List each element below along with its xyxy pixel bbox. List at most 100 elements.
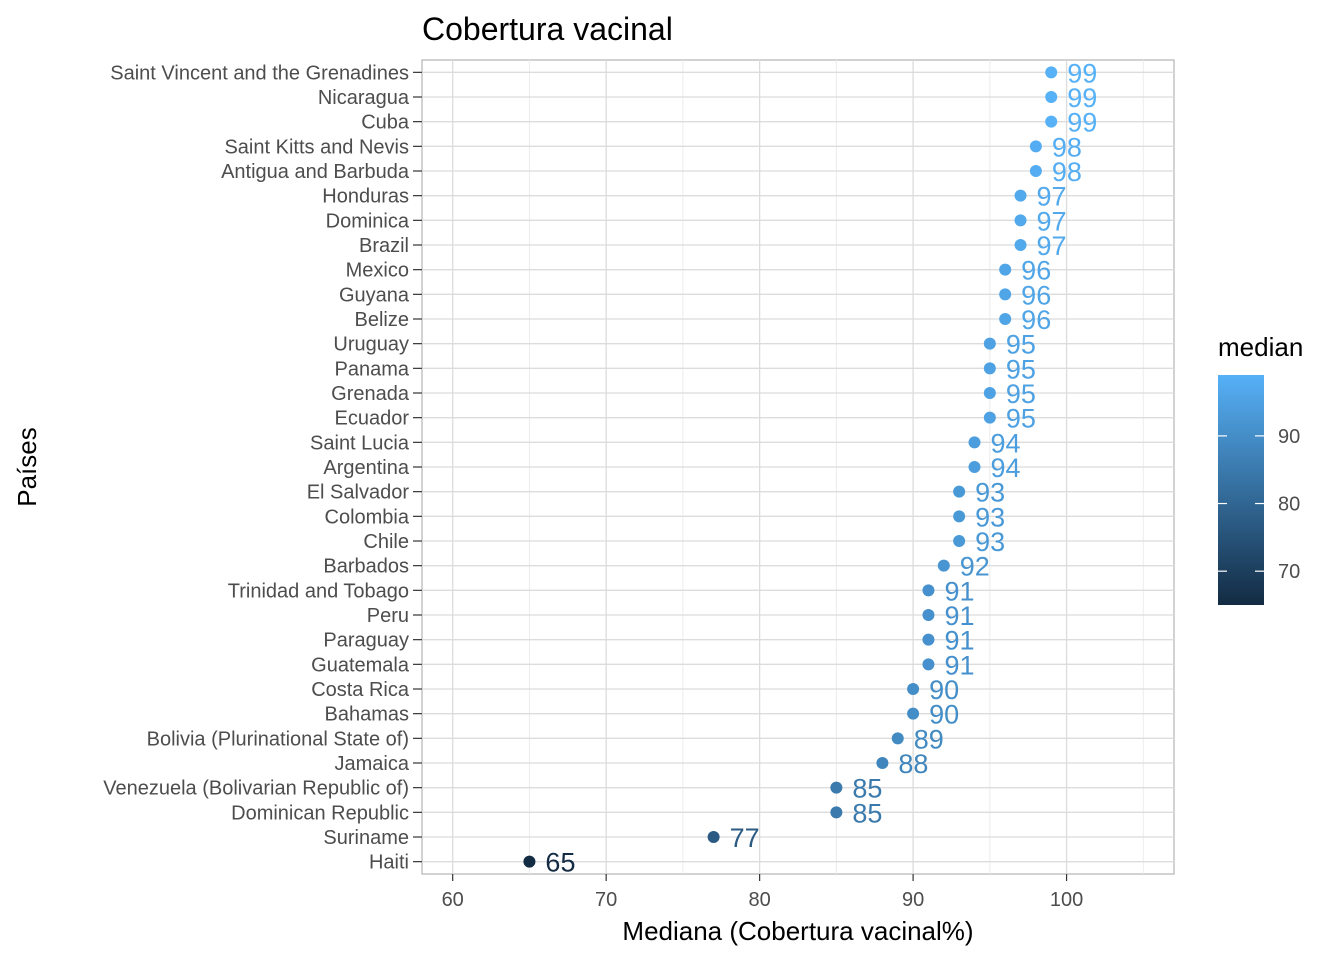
y-tick-label: Bahamas [325, 704, 410, 726]
data-label: 96 [1021, 280, 1051, 310]
y-tick-label: Honduras [322, 186, 409, 208]
data-point [907, 683, 920, 695]
data-label: 97 [1037, 182, 1067, 212]
grid-lines [422, 60, 1174, 874]
data-point [983, 387, 996, 399]
data-label: 91 [944, 626, 974, 656]
data-point [953, 535, 966, 547]
y-tick-label: Saint Vincent and the Grenadines [110, 62, 409, 84]
data-point [1014, 214, 1027, 227]
data-point [937, 559, 950, 572]
data-label: 89 [914, 724, 944, 754]
data-point [830, 806, 843, 819]
data-label: 98 [1052, 157, 1082, 187]
data-label: 91 [944, 650, 974, 680]
data-label: 85 [852, 798, 882, 828]
data-label: 93 [975, 478, 1005, 508]
x-tick-label: 60 [442, 889, 464, 911]
data-point [1045, 91, 1058, 103]
y-tick-label: Venezuela (Bolivarian Republic of) [103, 778, 409, 800]
data-label: 91 [944, 601, 974, 631]
x-tick-labels: 60 70 80 90 100 [442, 874, 1083, 911]
y-tick-label: Bolivia (Plurinational State of) [147, 728, 409, 750]
data-point [922, 633, 935, 646]
data-point [1029, 165, 1042, 177]
y-tick-label: Jamaica [335, 753, 410, 775]
data-point [1029, 140, 1042, 153]
data-point [891, 732, 904, 745]
data-point [983, 362, 996, 375]
data-label: 94 [990, 428, 1020, 458]
y-tick-label: Saint Kitts and Nevis [224, 136, 409, 158]
x-axis-title: Mediana (Cobertura vacinal%) [622, 916, 973, 946]
legend-title: median [1218, 332, 1303, 362]
data-label: 93 [975, 527, 1005, 557]
data-label: 95 [1006, 379, 1036, 409]
data-label: 97 [1037, 231, 1067, 261]
y-tick-label: Haiti [369, 852, 409, 874]
y-tick-label: Paraguay [323, 630, 409, 652]
data-point [953, 510, 966, 523]
y-tick-label: Ecuador [335, 408, 410, 430]
data-point [1045, 115, 1058, 128]
y-tick-label: Uruguay [333, 334, 409, 356]
y-axis-title: Países [12, 427, 42, 507]
x-tick-label: 80 [749, 889, 771, 911]
legend-tick-label: 90 [1278, 426, 1300, 448]
data-point [983, 337, 996, 350]
legend-ticks: 70 80 90 [1218, 426, 1300, 583]
data-labels: 9999999898979797969696959595959494939393… [545, 58, 1097, 877]
data-point [922, 584, 935, 597]
data-label: 95 [1006, 330, 1036, 360]
data-point [1045, 66, 1058, 79]
data-point [968, 436, 981, 449]
y-tick-label: Guatemala [311, 654, 410, 676]
data-label: 88 [898, 749, 928, 779]
data-point [1014, 189, 1027, 202]
y-tick-label: Cuba [361, 112, 410, 134]
y-tick-label: Colombia [325, 506, 410, 528]
data-label: 65 [545, 848, 575, 878]
y-tick-label: Antigua and Barbuda [221, 161, 410, 183]
y-tick-label: El Salvador [307, 482, 410, 504]
data-points [523, 66, 1058, 868]
plot-area: 9999999898979797969696959595959494939393… [421, 58, 1175, 878]
y-tick-label: Belize [355, 309, 409, 331]
color-legend: median 70 80 90 [1218, 332, 1303, 605]
y-tick-label: Argentina [323, 457, 409, 479]
data-point [999, 313, 1012, 325]
data-point [907, 707, 920, 720]
data-point [999, 263, 1012, 276]
data-point [922, 609, 935, 621]
legend-tick-label: 70 [1278, 561, 1300, 583]
data-point [953, 485, 966, 498]
y-tick-label: Nicaragua [318, 87, 410, 109]
y-tick-label: Suriname [323, 827, 409, 849]
data-point [707, 831, 720, 843]
data-label: 85 [852, 774, 882, 804]
data-label: 97 [1037, 206, 1067, 236]
y-tick-label: Dominican Republic [231, 802, 409, 824]
data-point [1014, 239, 1027, 251]
x-tick-label: 100 [1050, 889, 1083, 911]
data-label: 96 [1021, 256, 1051, 286]
data-label: 99 [1067, 58, 1097, 88]
y-tick-label: Guyana [339, 284, 410, 306]
legend-colorbar [1218, 375, 1264, 605]
data-label: 94 [990, 453, 1020, 483]
data-point [968, 461, 981, 473]
y-tick-label: Chile [363, 531, 409, 553]
data-point [983, 411, 996, 424]
data-label: 95 [1006, 404, 1036, 434]
data-point [999, 288, 1012, 301]
data-label: 91 [944, 576, 974, 606]
data-label: 90 [929, 675, 959, 705]
data-label: 99 [1067, 83, 1097, 113]
data-label: 90 [929, 700, 959, 730]
data-label: 95 [1006, 354, 1036, 384]
legend-tick-label: 80 [1278, 494, 1300, 516]
y-tick-label: Dominica [326, 210, 410, 232]
data-label: 92 [960, 552, 990, 582]
data-label: 98 [1052, 132, 1082, 162]
